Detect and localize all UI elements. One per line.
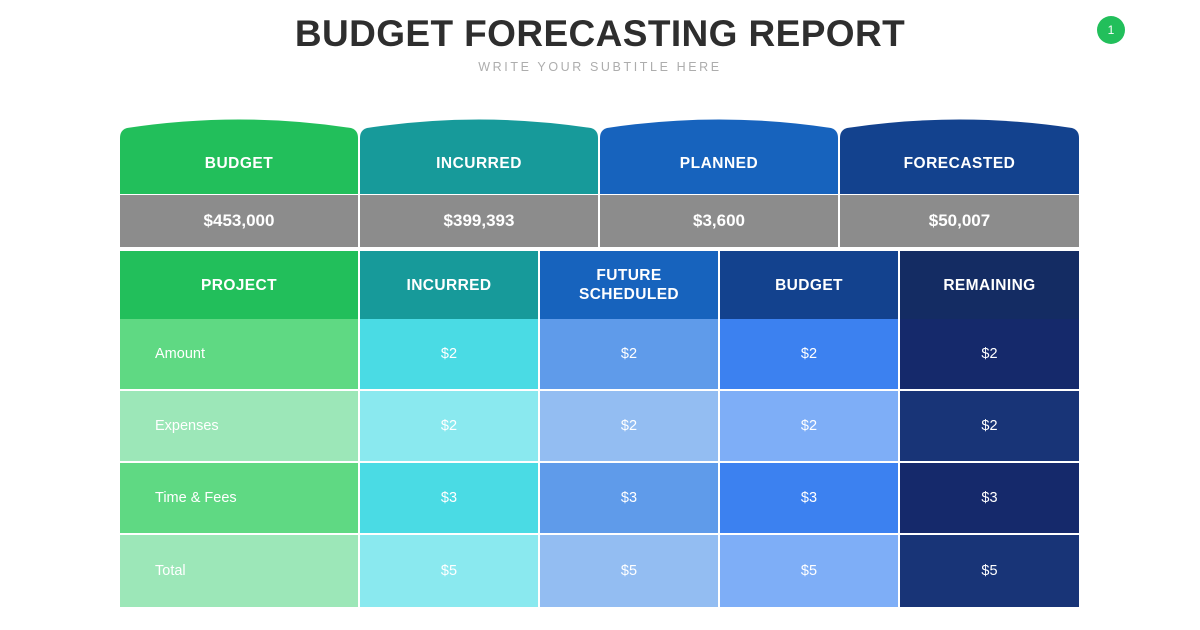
table-row[interactable]: Total $5 $5 $5 $5 (120, 535, 1079, 607)
data-cell: $5 (360, 535, 540, 607)
table-row[interactable]: Time & Fees $3 $3 $3 $3 (120, 463, 1079, 535)
page-subtitle: WRITE YOUR SUBTITLE HERE (478, 60, 722, 74)
data-cell: $2 (900, 391, 1079, 463)
page-number-badge: 1 (1097, 16, 1125, 44)
column-header[interactable]: REMAINING (900, 251, 1079, 319)
column-header[interactable]: BUDGET (720, 251, 900, 319)
data-cell: $2 (900, 319, 1079, 391)
summary-tab[interactable]: BUDGET (120, 118, 358, 194)
data-cell: $3 (720, 463, 900, 535)
summary-tab-label: FORECASTED (903, 155, 1016, 172)
data-cell: $5 (720, 535, 900, 607)
column-header[interactable]: INCURRED (360, 251, 540, 319)
data-cell: $3 (360, 463, 540, 535)
page-title: BUDGET FORECASTING REPORT (294, 13, 906, 54)
summary-tab-label: PLANNED (679, 155, 759, 172)
column-header-row: PROJECT INCURRED FUTURE SCHEDULED BUDGET REMA… (120, 251, 1079, 319)
row-label-cell: Expenses (120, 391, 360, 463)
data-cell: $2 (360, 319, 540, 391)
data-cell: $3 (540, 463, 720, 535)
summary-tab-label: INCURRED (436, 155, 522, 172)
summary-value-cell: $399,393 (360, 195, 600, 247)
table-row[interactable]: Amount $2 $2 $2 $2 (120, 319, 1079, 391)
summary-tab[interactable]: INCURRED (360, 118, 598, 194)
summary-tab-row: BUDGET INCURRED PLANNED FORECASTED (120, 118, 1079, 194)
data-cell: $2 (540, 391, 720, 463)
data-cell: $2 (360, 391, 540, 463)
summary-value-cell: $3,600 (600, 195, 840, 247)
data-cell: $2 (720, 319, 900, 391)
data-cell: $2 (540, 319, 720, 391)
table-row[interactable]: Expenses $2 $2 $2 $2 (120, 391, 1079, 463)
summary-value-cell: $50,007 (840, 195, 1079, 247)
summary-tab[interactable]: FORECASTED (840, 118, 1079, 194)
data-cell: $5 (900, 535, 1079, 607)
summary-tab-label: BUDGET (204, 155, 274, 172)
summary-value-row: $453,000 $399,393 $3,600 $50,007 (120, 195, 1079, 247)
column-header[interactable]: PROJECT (120, 251, 360, 319)
summary-value-cell: $453,000 (120, 195, 360, 247)
data-cell: $3 (900, 463, 1079, 535)
row-label-cell: Total (120, 535, 360, 607)
row-label-cell: Time & Fees (120, 463, 360, 535)
budget-table: BUDGET INCURRED PLANNED FORECASTED $453,000… (120, 118, 1079, 616)
data-cell: $2 (720, 391, 900, 463)
summary-tab[interactable]: PLANNED (600, 118, 838, 194)
row-label-cell: Amount (120, 319, 360, 391)
data-cell: $5 (540, 535, 720, 607)
column-header[interactable]: FUTURE SCHEDULED (540, 251, 720, 319)
